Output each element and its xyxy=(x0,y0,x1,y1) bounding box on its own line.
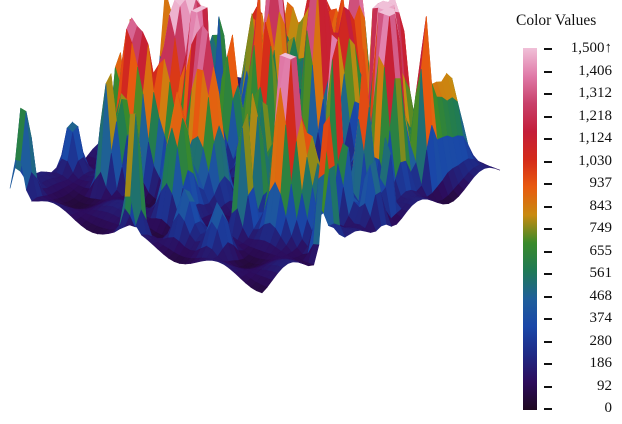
legend-colorbar-rect xyxy=(523,48,537,410)
legend-tick: 1,124 xyxy=(540,130,620,146)
legend-tick: 0 xyxy=(540,400,620,416)
legend-tick: 1,500↑ xyxy=(540,40,620,56)
legend-tick-mark xyxy=(544,408,552,410)
legend-tick-label: 468 xyxy=(589,287,613,304)
legend-tick: 1,218 xyxy=(540,108,620,124)
legend-tick-mark xyxy=(544,138,552,140)
legend-tick-mark xyxy=(544,48,552,50)
legend-tick-label: 749 xyxy=(589,220,613,236)
legend-title: Color Values xyxy=(516,12,597,29)
legend-tick: 186 xyxy=(540,355,620,371)
legend-tick: 1,030 xyxy=(540,153,620,169)
legend-tick: 92 xyxy=(540,378,620,394)
surface-plot xyxy=(9,0,501,294)
legend-tick-label: 1,312 xyxy=(578,85,612,101)
legend-tick-mark xyxy=(544,363,552,365)
legend-tick-label: 561 xyxy=(589,265,613,281)
legend-tick-label: 374 xyxy=(589,310,613,326)
legend-tick-label: 1,124 xyxy=(578,130,612,146)
legend-colorbar xyxy=(523,48,537,410)
legend-tick: 655 xyxy=(540,243,620,259)
legend-tick: 749 xyxy=(540,220,620,236)
legend-tick-label: 937 xyxy=(589,175,613,191)
legend-tick: 374 xyxy=(540,310,620,326)
legend-tick-mark xyxy=(544,385,552,388)
legend-tick-mark xyxy=(544,205,552,208)
legend-tick-label: 1,030 xyxy=(578,152,612,169)
legend-tick-mark xyxy=(544,273,552,275)
legend-ticks: 1,500↑ 1,406 1,312 1,218 1,124 1,030 937 843 749… xyxy=(540,40,620,416)
legend-tick-mark xyxy=(544,70,552,73)
legend-tick-label: 1,218 xyxy=(578,107,612,124)
legend-tick: 280 xyxy=(540,333,620,349)
legend-tick: 561 xyxy=(540,265,620,281)
legend-tick-label: 1,406 xyxy=(578,62,612,79)
legend-tick: 1,406 xyxy=(540,63,620,79)
legend-tick-mark xyxy=(544,295,552,298)
legend-tick: 1,312 xyxy=(540,85,620,101)
legend-tick-mark xyxy=(544,228,552,230)
legend-tick-label: 92 xyxy=(597,377,612,394)
surface-cell xyxy=(255,284,268,294)
legend-tick-label: 0 xyxy=(604,400,613,416)
legend-tick-mark xyxy=(544,250,552,253)
legend-tick-label: 655 xyxy=(589,242,613,259)
legend-tick-label: 1,500↑ xyxy=(570,40,612,56)
legend-tick-mark xyxy=(544,318,552,320)
legend-tick-label: 186 xyxy=(589,355,613,371)
legend-tick-mark xyxy=(544,340,552,343)
legend-tick-mark xyxy=(544,183,552,185)
legend-tick-mark xyxy=(544,160,552,163)
legend-tick-label: 843 xyxy=(589,197,613,214)
legend-tick-label: 280 xyxy=(589,332,613,349)
legend-tick: 468 xyxy=(540,288,620,304)
legend-tick: 937 xyxy=(540,175,620,191)
legend-tick-mark xyxy=(544,93,552,95)
legend-tick: 843 xyxy=(540,198,620,214)
legend-tick-mark xyxy=(544,115,552,118)
